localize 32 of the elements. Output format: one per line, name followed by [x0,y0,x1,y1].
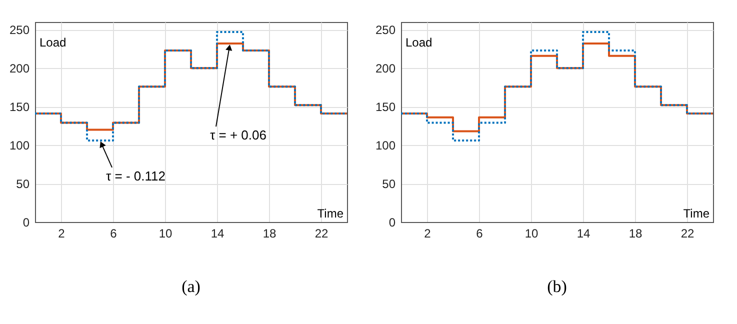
x-tick-label: 14 [210,226,224,240]
y-tick-label: 100 [375,138,396,153]
y-tick-label: 200 [9,62,30,76]
x-tick-label: 6 [476,226,484,240]
x-tick-label: 22 [680,226,694,240]
y-tick-label: 250 [9,23,30,38]
y-axis-title: Load [406,36,432,50]
x-tick-label: 10 [524,226,538,240]
y-tick-label: 0 [22,216,30,230]
x-tick-label: 22 [314,226,328,240]
x-tick-label: 6 [110,226,118,240]
y-tick-label: 150 [375,100,396,114]
y-tick-label: 150 [9,100,30,114]
y-tick-label: 200 [375,62,396,76]
x-tick-label: 2 [424,226,432,240]
x-tick-label: 18 [262,226,276,240]
text: (b) [547,277,567,296]
x-axis-title: Time [317,206,344,220]
y-tick-label: 0 [388,216,396,230]
y-tick-label: 50 [16,177,30,192]
y-tick-label: 100 [9,138,30,153]
annotation: τ = + 0.06 [210,128,266,143]
x-tick-label: 10 [158,226,172,240]
y-tick-label: 50 [382,177,396,192]
x-tick-label: 14 [576,226,590,240]
x-tick-label: 2 [58,226,66,240]
text: (a) [182,277,200,296]
x-tick-label: 18 [628,226,642,240]
y-tick-label: 250 [375,23,396,38]
y-axis-title: Load [40,36,66,50]
annotation: τ = - 0.112 [106,168,166,184]
x-axis-title: Time [683,206,710,220]
